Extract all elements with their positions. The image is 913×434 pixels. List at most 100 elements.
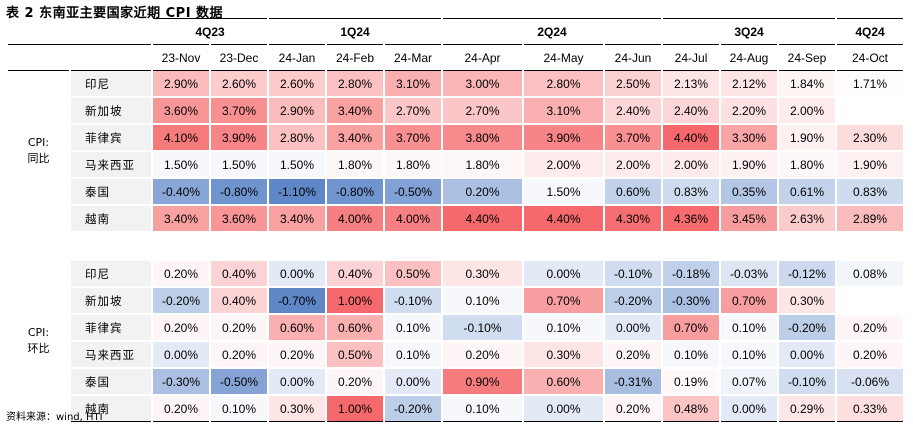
value-cell: 4.10%: [151, 124, 211, 152]
value-cell: 1.80%: [326, 151, 386, 179]
quarter-header: 4Q24: [835, 18, 906, 45]
value-cell: 2.00%: [662, 151, 722, 179]
table-row: 马来西亚 0.00% 0.20% 0.20% 0.50% 0.10% 0.20% 0.30% 0…: [8, 341, 906, 369]
value-cell: 1.50%: [268, 151, 328, 179]
value-cell: 0.33%: [836, 395, 906, 422]
value-cell: 3.45%: [720, 205, 780, 233]
value-cell: -0.03%: [720, 260, 780, 288]
value-cell: -0.18%: [662, 260, 722, 288]
value-cell: -0.20%: [151, 287, 211, 315]
value-cell: 0.50%: [326, 341, 386, 369]
table-row: 泰国 -0.40% -0.80% -1.10% -0.80% -0.50% 0.20% 1.5…: [8, 178, 906, 206]
value-cell: 2.70%: [384, 97, 444, 125]
month-header: 24-Oct: [836, 44, 906, 71]
value-cell: 0.00%: [268, 260, 328, 288]
value-cell: 0.20%: [442, 178, 525, 206]
table-row: 菲律宾 0.20% 0.20% 0.60% 0.60% 0.10% -0.10% 0.10% 0…: [8, 314, 906, 342]
value-cell: 1.71%: [836, 70, 906, 98]
table-row: 越南 0.20% 0.10% 0.30% 1.00% -0.20% 0.10% 0.00% 0.…: [8, 395, 906, 422]
value-cell: 0.29%: [778, 395, 838, 422]
value-cell: 3.40%: [326, 97, 386, 125]
value-cell: 1.00%: [326, 395, 386, 422]
value-cell: -0.31%: [604, 368, 664, 396]
value-cell: 3.40%: [268, 205, 328, 233]
value-cell: 0.40%: [210, 260, 270, 288]
month-header: 23-Dec: [210, 44, 270, 71]
value-cell: -0.70%: [268, 287, 328, 315]
value-cell: 2.89%: [836, 205, 906, 233]
value-cell: 0.30%: [778, 287, 838, 315]
value-cell: 1.80%: [384, 151, 444, 179]
value-cell: 0.60%: [326, 314, 386, 342]
value-cell: 0.10%: [384, 314, 444, 342]
value-cell: 0.00%: [151, 341, 211, 369]
value-cell: 0.20%: [151, 314, 211, 342]
value-cell: 0.10%: [210, 395, 270, 422]
value-cell: -0.20%: [384, 395, 444, 422]
value-cell: -0.10%: [384, 287, 444, 315]
value-cell: -1.10%: [268, 178, 328, 206]
table-row: 新加坡 3.60% 3.70% 2.90% 3.40% 2.70% 2.70% 3.10% 2.…: [8, 97, 906, 125]
value-cell: 0.70%: [523, 287, 606, 315]
value-cell: 0.20%: [151, 395, 211, 422]
table-row: CPI: 同比 印尼 2.90% 2.60% 2.60% 2.80% 3.10% 3.00% 2.…: [8, 70, 906, 233]
value-cell: 0.00%: [523, 395, 606, 422]
value-cell: 0.48%: [662, 395, 722, 422]
value-cell: 2.00%: [778, 97, 838, 125]
value-cell: 2.60%: [210, 70, 270, 98]
month-header: 24-Apr: [442, 44, 525, 71]
value-cell: 1.50%: [523, 178, 606, 206]
value-cell: 0.35%: [720, 178, 780, 206]
value-cell: 2.12%: [720, 70, 780, 98]
value-cell: -0.40%: [151, 178, 211, 206]
value-cell: 1.50%: [151, 151, 211, 179]
value-cell: 0.20%: [210, 314, 270, 342]
value-cell: 3.90%: [523, 124, 606, 152]
value-cell: 0.00%: [384, 368, 444, 396]
value-cell: 4.40%: [523, 205, 606, 233]
country-label: 越南: [70, 395, 153, 422]
value-cell: 1.50%: [210, 151, 270, 179]
month-header: 24-Jun: [604, 44, 664, 71]
value-cell: 2.80%: [326, 70, 386, 98]
value-cell: -0.80%: [326, 178, 386, 206]
month-header: 24-Sep: [778, 44, 838, 71]
value-cell: 0.10%: [523, 314, 606, 342]
month-header: 24-Feb: [326, 44, 386, 71]
value-cell: -0.10%: [604, 260, 664, 288]
value-cell: 0.00%: [523, 260, 606, 288]
value-cell: 4.40%: [662, 124, 722, 152]
value-cell: 0.00%: [268, 368, 328, 396]
group-label: CPI: 环比: [8, 260, 71, 423]
value-cell: 0.10%: [442, 287, 525, 315]
table-row: 越南 3.40% 3.60% 3.40% 4.00% 4.00% 4.40% 4.40% 4.3…: [8, 205, 906, 233]
table-row: 新加坡 -0.20% 0.40% -0.70% 1.00% -0.10% 0.10% 0.70…: [8, 287, 906, 315]
value-cell: -0.06%: [836, 368, 906, 396]
country-label: 新加坡: [70, 287, 153, 315]
value-cell: 0.30%: [523, 341, 606, 369]
value-cell: 2.00%: [604, 151, 664, 179]
country-label: 印尼: [70, 260, 153, 288]
value-cell: 3.60%: [151, 97, 211, 125]
header-corner: [8, 44, 153, 71]
value-cell: 2.70%: [442, 97, 525, 125]
value-cell: [836, 97, 906, 125]
value-cell: 0.20%: [442, 341, 525, 369]
value-cell: -0.10%: [442, 314, 525, 342]
month-header: 24-Jan: [268, 44, 328, 71]
value-cell: 0.10%: [662, 341, 722, 369]
value-cell: -0.20%: [604, 287, 664, 315]
value-cell: 1.90%: [720, 151, 780, 179]
value-cell: -0.12%: [778, 260, 838, 288]
value-cell: 2.40%: [604, 97, 664, 125]
table-title: 表 2 东南亚主要国家近期 CPI 数据: [6, 6, 224, 21]
value-cell: 3.90%: [210, 124, 270, 152]
value-cell: 0.20%: [210, 341, 270, 369]
country-label: 新加坡: [70, 97, 153, 125]
header-corner: [8, 18, 153, 45]
value-cell: 3.70%: [604, 124, 664, 152]
value-cell: 0.83%: [836, 178, 906, 206]
quarter-header-row: 4Q23 1Q24 2Q24 3Q24 4Q24: [8, 18, 906, 45]
quarter-header: 1Q24: [267, 18, 444, 45]
value-cell: 0.20%: [326, 368, 386, 396]
